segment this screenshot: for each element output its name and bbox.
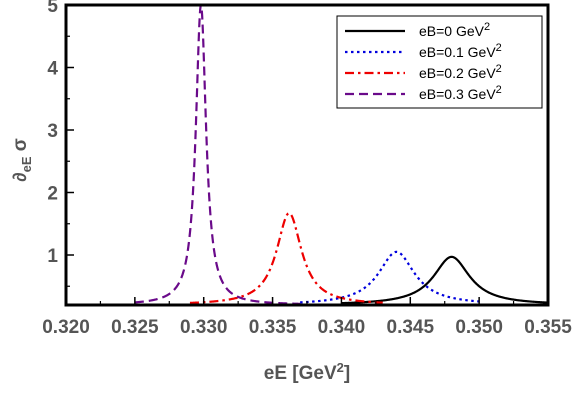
axis-ticks: 0.320 0.325 0.330 0.335 0.340 0.345 0.350 0.355… <box>42 0 572 338</box>
y-tick-label: 4 <box>47 59 58 80</box>
x-tick-label: 0.355 <box>524 317 572 338</box>
y-tick-label: 3 <box>47 121 58 142</box>
legend-label-2: eB=0.2 GeV2 <box>419 63 502 81</box>
x-tick-label: 0.320 <box>42 317 90 338</box>
y-axis-title-subscript: eE <box>19 156 34 172</box>
legend-label-3: eB=0.3 GeV2 <box>419 84 502 102</box>
x-tick-label: 0.330 <box>180 317 228 338</box>
series-line-2 <box>189 212 383 304</box>
series-line-1 <box>300 250 480 304</box>
x-tick-label: 0.350 <box>455 317 503 338</box>
x-axis-title-superscript: 2 <box>337 360 344 375</box>
x-tick-label: 0.335 <box>249 317 297 338</box>
x-tick-label: 0.340 <box>318 317 366 338</box>
y-tick-label: 5 <box>47 0 58 17</box>
y-axis-title: ∂eE σ <box>10 138 34 182</box>
legend: eB=0 GeV2 eB=0.1 GeV2 eB=0.2 GeV2 eB=0.3 Ge… <box>336 15 543 109</box>
y-tick-label: 1 <box>47 246 58 267</box>
legend-label-0: eB=0 GeV2 <box>419 21 490 39</box>
y-tick-label: 2 <box>47 184 58 205</box>
x-tick-label: 0.345 <box>387 317 435 338</box>
series-line-3 <box>134 5 301 305</box>
x-tick-label: 0.325 <box>111 317 159 338</box>
x-axis-title: eE [GeV2] <box>264 360 350 384</box>
legend-label-1: eB=0.1 GeV2 <box>419 42 502 60</box>
